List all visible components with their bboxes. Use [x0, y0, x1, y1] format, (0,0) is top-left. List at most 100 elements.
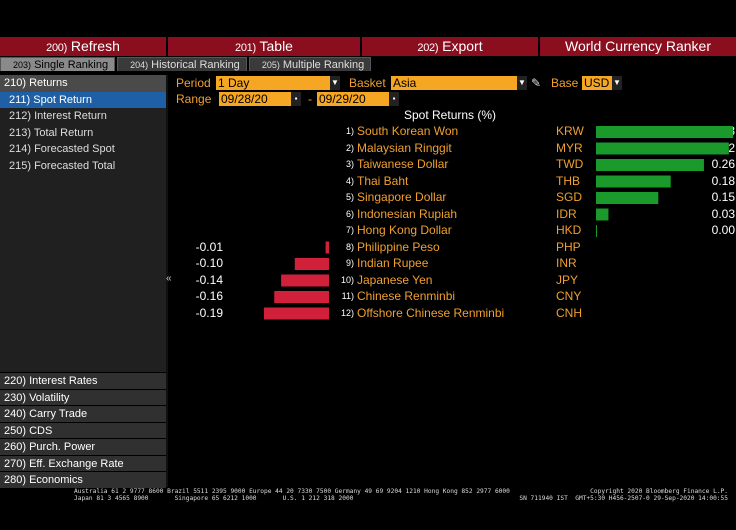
row-currency-name[interactable]: Japanese Yen	[357, 272, 433, 287]
bar-krw	[596, 126, 733, 138]
base-label: Base	[551, 76, 579, 90]
row-currency-code: INR	[556, 256, 577, 270]
tab-bar: 203) Single Ranking 204) Historical Rank…	[0, 57, 373, 71]
date-to-value: 09/29/20	[319, 92, 366, 106]
row-value-label: 0.26	[711, 157, 735, 171]
row-value-label: -0.10	[195, 256, 223, 270]
row-currency-name[interactable]: Indian Rupee	[357, 256, 429, 270]
chevron-down-icon: ▼	[612, 76, 622, 90]
row-rank: 9)	[345, 258, 354, 268]
row-rank: 3)	[345, 159, 354, 169]
footer-contacts: Australia 61 2 9777 8600 Brazil 5511 239…	[74, 488, 510, 502]
row-currency-name[interactable]: Thai Baht	[357, 173, 409, 188]
row-rank: 12)	[340, 307, 354, 318]
sidebar-item-carry-trade[interactable]: 240) Carry Trade	[0, 405, 166, 422]
refresh-button-number: 200)	[46, 42, 67, 54]
tab-number: 203)	[13, 60, 32, 70]
footer-copyright: Copyright 2020 Bloomberg Finance L.P. SN…	[519, 488, 728, 502]
base-dropdown[interactable]: USD ▼	[582, 76, 622, 90]
period-dropdown[interactable]: 1 Day ▼	[216, 76, 340, 90]
row-value-label: 0.15	[711, 190, 735, 204]
row-currency-name[interactable]: Chinese Renminbi	[357, 289, 456, 303]
app-title: World Currency Ranker	[540, 37, 736, 56]
calendar-icon: ▪	[291, 92, 301, 106]
sidebar-item-spot-return[interactable]: 211) Spot Return	[0, 91, 166, 108]
base-value: USD	[584, 76, 610, 90]
row-currency-name[interactable]: Malaysian Ringgit	[357, 140, 452, 155]
tab-label: Historical Ranking	[151, 59, 240, 71]
sidebar-item-eff-exchange-rate[interactable]: 270) Eff. Exchange Rate	[0, 454, 166, 471]
sidebar-item-volatility[interactable]: 230) Volatility	[0, 388, 166, 405]
footer-line-2: Japan 81 3 4565 8900 Singapore 65 6212 1…	[74, 495, 354, 502]
sidebar-item-purch-power[interactable]: 260) Purch. Power	[0, 438, 166, 455]
sidebar-item-interest-return[interactable]: 212) Interest Return	[9, 110, 107, 122]
sidebar-item-total-return[interactable]: 213) Total Return	[9, 126, 94, 139]
sidebar-item-cds[interactable]: 250) CDS	[0, 421, 166, 438]
tab-number: 205)	[261, 60, 280, 70]
bar-thb	[596, 175, 671, 188]
sidebar-item-economics[interactable]: 280) Economics	[0, 471, 166, 488]
tab-label: Single Ranking	[34, 59, 109, 71]
sidebar-item-forecasted-total[interactable]: 215) Forecasted Total	[9, 159, 116, 172]
sidebar-item-returns[interactable]: 210) Returns	[0, 75, 166, 92]
row-rank: 1)	[345, 126, 354, 136]
bar-php	[325, 241, 329, 254]
row-currency-code: CNY	[556, 289, 582, 303]
row-currency-name[interactable]: Philippine Peso	[357, 239, 440, 254]
row-value-label: -0.19	[195, 305, 223, 320]
chevron-down-icon: ▼	[330, 76, 340, 90]
row-value-label: 0.03	[711, 206, 735, 221]
date-from-input[interactable]: 09/28/20 ▪	[219, 92, 301, 106]
bar-idr	[596, 208, 609, 221]
row-currency-code: JPY	[556, 272, 579, 287]
table-button-label: Table	[259, 38, 293, 54]
row-currency-name[interactable]: Singapore Dollar	[357, 190, 447, 204]
row-currency-code: IDR	[556, 206, 577, 221]
sidebar-divider[interactable]	[166, 75, 168, 487]
sidebar-bottom-group: 220) Interest Rates 230) Volatility 240)…	[0, 372, 166, 488]
table-button[interactable]: 201) Table	[168, 37, 362, 56]
row-currency-code: MYR	[556, 140, 583, 155]
row-currency-code: HKD	[556, 223, 582, 237]
pencil-icon[interactable]: ✎	[531, 76, 542, 90]
row-currency-code: PHP	[556, 239, 581, 254]
row-rank: 5)	[345, 192, 354, 202]
bar-cny	[274, 291, 329, 303]
row-currency-code: SGD	[556, 190, 583, 204]
tab-single-ranking[interactable]: 203) Single Ranking	[0, 57, 116, 71]
tab-historical-ranking[interactable]: 204) Historical Ranking	[117, 57, 247, 71]
bar-myr	[596, 142, 729, 155]
row-currency-name[interactable]: Offshore Chinese Renminbi	[357, 305, 505, 320]
row-currency-name[interactable]: Taiwanese Dollar	[357, 157, 449, 171]
basket-dropdown[interactable]: Asia ▼	[391, 76, 527, 90]
refresh-button[interactable]: 200) Refresh	[0, 37, 168, 56]
date-from-value: 09/28/20	[221, 92, 268, 106]
table-button-number: 201)	[235, 42, 256, 54]
date-to-input[interactable]: 09/29/20 ▪	[317, 92, 399, 106]
bar-hkd	[596, 225, 597, 237]
bar-inr	[294, 258, 329, 270]
collapse-sidebar-icon[interactable]: «	[166, 273, 172, 284]
row-currency-name[interactable]: Indonesian Rupiah	[357, 206, 458, 221]
sidebar-item-interest-rates[interactable]: 220) Interest Rates	[0, 372, 166, 389]
range-label: Range	[176, 92, 212, 106]
basket-label: Basket	[349, 76, 386, 90]
row-currency-name[interactable]: Hong Kong Dollar	[357, 223, 452, 237]
footer-right-1: Copyright 2020 Bloomberg Finance L.P.	[590, 488, 728, 495]
export-button[interactable]: 202) Export	[362, 37, 540, 56]
row-value-label: -0.01	[195, 239, 223, 254]
row-rank: 10)	[340, 274, 354, 285]
export-button-number: 202)	[417, 42, 439, 54]
row-value-label: -0.14	[195, 272, 223, 287]
period-label: Period	[176, 76, 211, 90]
date-separator: -	[308, 92, 312, 106]
row-rank: 4)	[345, 175, 354, 186]
tab-multiple-ranking[interactable]: 205) Multiple Ranking	[248, 57, 372, 71]
row-rank: 6)	[345, 208, 354, 219]
sidebar-item-forecasted-spot[interactable]: 214) Forecasted Spot	[9, 143, 115, 155]
row-currency-name[interactable]: South Korean Won	[357, 124, 459, 138]
row-value-label: 0.18	[711, 173, 735, 188]
row-currency-code: TWD	[556, 157, 584, 171]
row-rank: 2)	[345, 142, 354, 153]
